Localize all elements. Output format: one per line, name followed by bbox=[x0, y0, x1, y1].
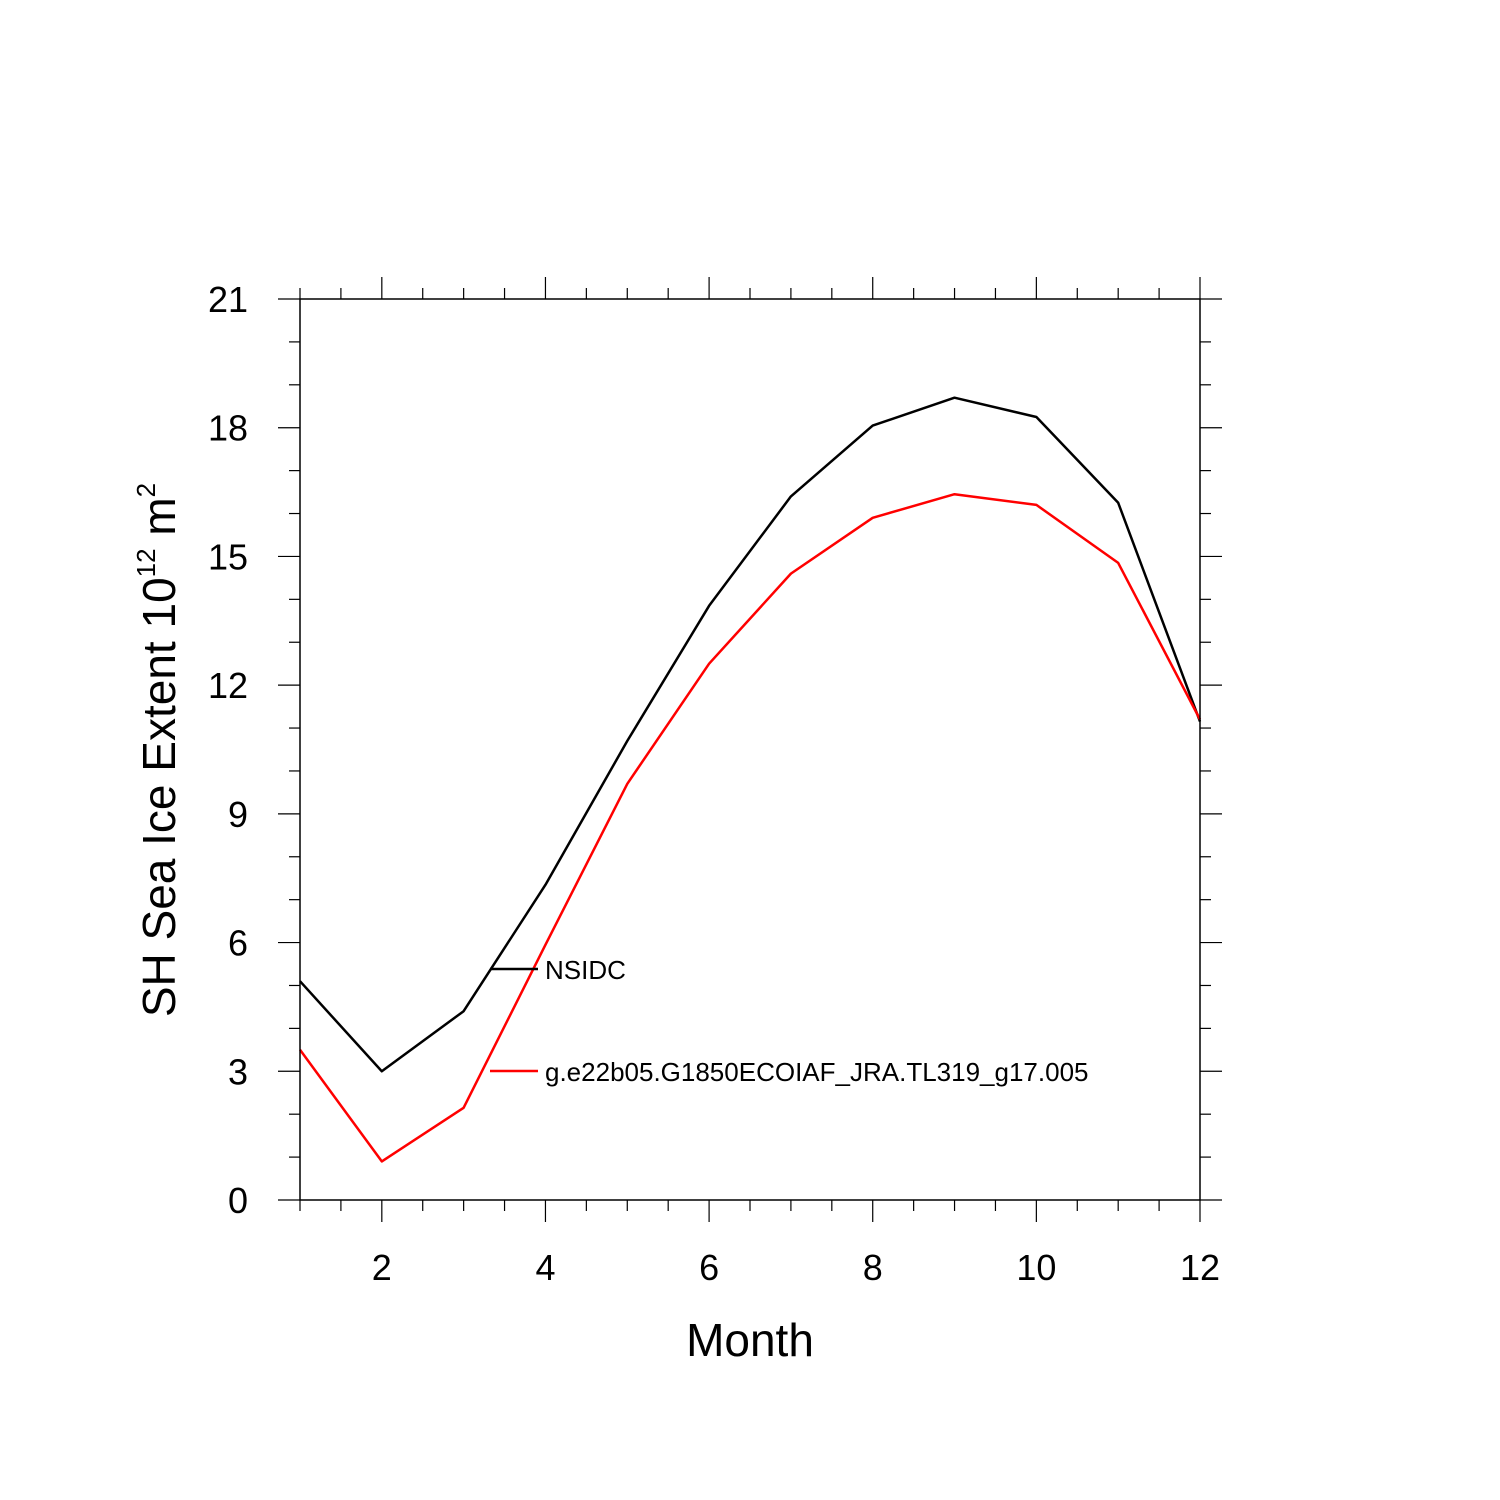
y-tick-label: 15 bbox=[208, 536, 248, 577]
x-tick-label: 8 bbox=[863, 1247, 883, 1288]
y-axis-title-prefix: SH Sea Ice Extent 10 bbox=[133, 577, 185, 1017]
y-tick-label: 12 bbox=[208, 665, 248, 706]
y-axis-title-exponent: 12 bbox=[131, 548, 161, 577]
data-series bbox=[298, 396, 1202, 1163]
x-tick-label: 6 bbox=[699, 1247, 719, 1288]
legend-label-1: NSIDC bbox=[545, 955, 626, 985]
plot-frame bbox=[299, 298, 1201, 1201]
x-axis-title: Month bbox=[686, 1314, 814, 1366]
y-tick-label: 18 bbox=[208, 408, 248, 449]
legend: NSIDC g.e22b05.G1850ECOIAF_JRA.TL319_g17.… bbox=[490, 955, 1089, 1087]
axis-ticks bbox=[278, 277, 1222, 1222]
tick-labels: 2 4 6 8 10 12 0 3 6 9 12 15 18 21 bbox=[208, 279, 1220, 1288]
y-tick-label: 21 bbox=[208, 279, 248, 320]
series-line-1 bbox=[299, 396, 1202, 1073]
y-axis-title-unit: m bbox=[133, 497, 185, 548]
x-tick-label: 4 bbox=[535, 1247, 555, 1288]
y-tick-label: 9 bbox=[228, 794, 248, 835]
y-tick-label: 0 bbox=[228, 1180, 248, 1221]
y-tick-label: 6 bbox=[228, 923, 248, 964]
x-tick-label: 10 bbox=[1016, 1247, 1056, 1288]
y-axis-title: SH Sea Ice Extent 1012 m2 bbox=[131, 483, 185, 1017]
x-tick-label: 12 bbox=[1180, 1247, 1220, 1288]
y-tick-label: 3 bbox=[228, 1051, 248, 1092]
x-tick-label: 2 bbox=[372, 1247, 392, 1288]
y-axis-title-unit-exponent: 2 bbox=[131, 483, 161, 497]
legend-label-2: g.e22b05.G1850ECOIAF_JRA.TL319_g17.005 bbox=[545, 1057, 1089, 1087]
series-line-2 bbox=[298, 492, 1202, 1163]
